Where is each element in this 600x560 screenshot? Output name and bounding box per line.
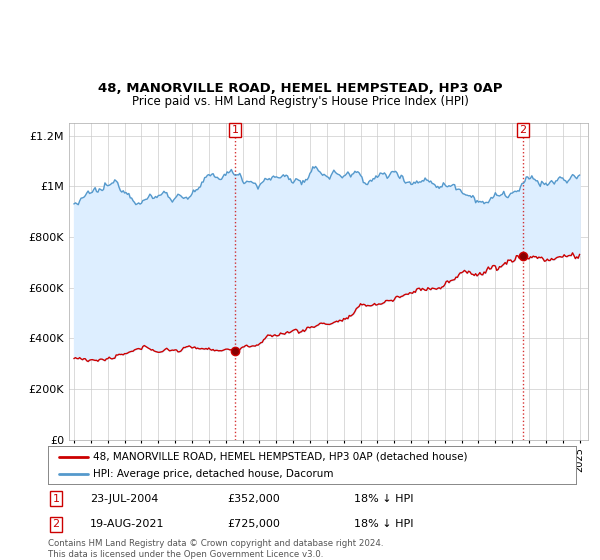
Text: 2: 2 [519, 125, 526, 135]
Text: 48, MANORVILLE ROAD, HEMEL HEMPSTEAD, HP3 0AP: 48, MANORVILLE ROAD, HEMEL HEMPSTEAD, HP… [98, 82, 502, 95]
Text: 19-AUG-2021: 19-AUG-2021 [90, 519, 165, 529]
Text: 23-JUL-2004: 23-JUL-2004 [90, 493, 158, 503]
Text: £352,000: £352,000 [227, 493, 280, 503]
Text: £725,000: £725,000 [227, 519, 280, 529]
Text: 1: 1 [232, 125, 238, 135]
Text: Price paid vs. HM Land Registry's House Price Index (HPI): Price paid vs. HM Land Registry's House … [131, 95, 469, 108]
Text: 18% ↓ HPI: 18% ↓ HPI [354, 493, 414, 503]
Text: 18% ↓ HPI: 18% ↓ HPI [354, 519, 414, 529]
Text: HPI: Average price, detached house, Dacorum: HPI: Average price, detached house, Daco… [93, 469, 334, 479]
Text: 48, MANORVILLE ROAD, HEMEL HEMPSTEAD, HP3 0AP (detached house): 48, MANORVILLE ROAD, HEMEL HEMPSTEAD, HP… [93, 451, 467, 461]
Text: Contains HM Land Registry data © Crown copyright and database right 2024.
This d: Contains HM Land Registry data © Crown c… [48, 539, 383, 559]
Text: 1: 1 [52, 493, 59, 503]
Text: 2: 2 [52, 519, 59, 529]
